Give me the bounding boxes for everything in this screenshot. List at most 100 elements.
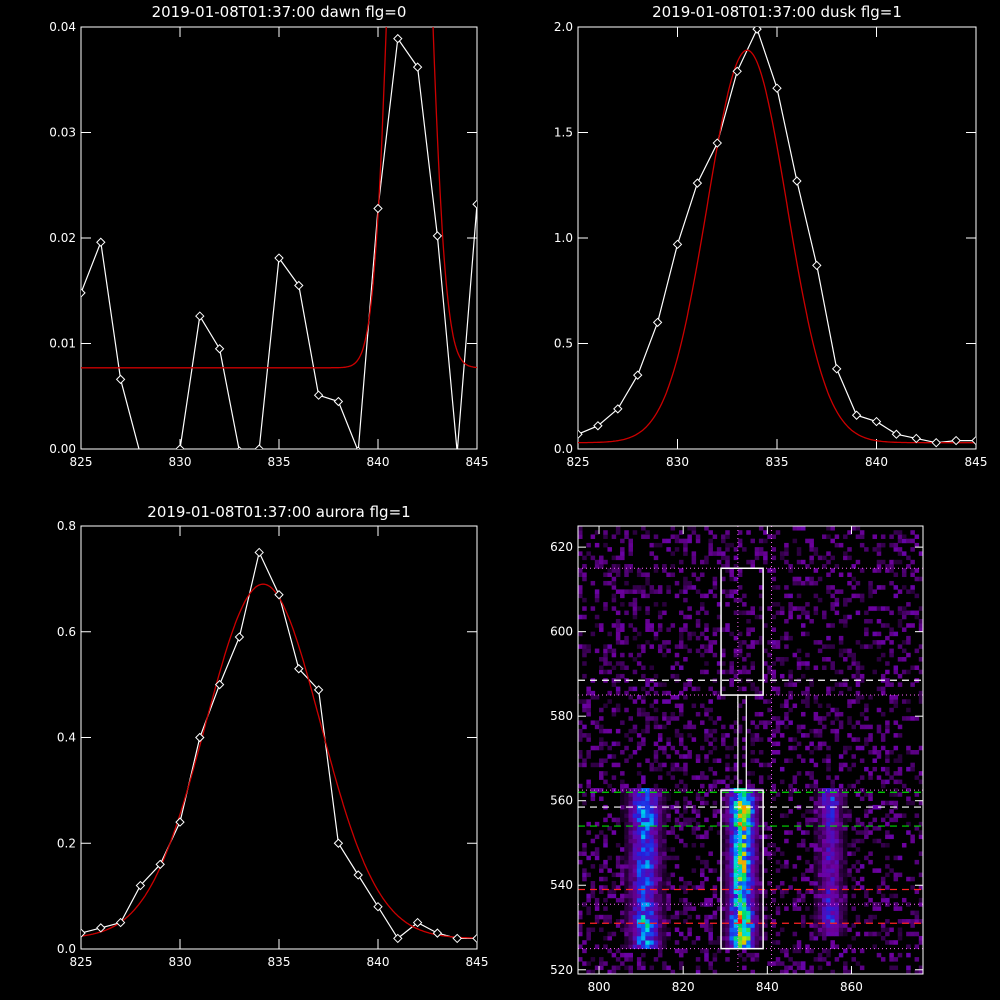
spectrogram-pixel bbox=[721, 538, 726, 544]
spectrogram-pixel bbox=[582, 762, 587, 768]
spectrogram-pixel bbox=[666, 876, 671, 882]
spectrogram-pixel bbox=[721, 847, 726, 852]
spectrogram-pixel bbox=[641, 859, 646, 865]
spectrogram-pixel bbox=[620, 551, 625, 556]
spectrogram-pixel bbox=[657, 935, 663, 941]
spectrogram-pixel bbox=[822, 792, 827, 797]
spectrogram-pixel bbox=[750, 644, 756, 649]
spectrogram-pixel bbox=[838, 804, 844, 810]
spectrogram-pixel bbox=[918, 830, 924, 835]
spectrogram-pixel bbox=[674, 538, 680, 544]
spectrogram-pixel bbox=[733, 762, 739, 768]
spectrogram-pixel bbox=[653, 893, 659, 899]
spectrogram-pixel bbox=[632, 796, 638, 802]
spectrogram-pixel bbox=[725, 826, 730, 831]
spectrogram-pixel bbox=[893, 788, 899, 793]
spectrogram-pixel bbox=[649, 940, 655, 945]
spectrogram-pixel bbox=[809, 771, 814, 776]
spectrogram-pixel bbox=[880, 923, 886, 928]
spectrogram-pixel bbox=[628, 914, 633, 920]
spectrogram-pixel bbox=[754, 881, 760, 886]
spectrogram-pixel bbox=[813, 842, 819, 848]
spectrogram-pixel bbox=[683, 538, 688, 544]
spectrogram-pixel bbox=[641, 534, 646, 539]
spectrogram-pixel bbox=[809, 538, 814, 544]
spectrogram-pixel bbox=[704, 927, 709, 933]
spectrogram-pixel bbox=[628, 919, 633, 924]
spectrogram-pixel bbox=[670, 716, 676, 721]
spectrogram-pixel bbox=[624, 864, 629, 869]
spectrogram-pixel bbox=[666, 902, 671, 907]
spectrogram-pixel bbox=[733, 589, 739, 594]
spectrogram-pixel bbox=[847, 652, 852, 658]
spectrogram-pixel bbox=[670, 969, 676, 975]
dusk-ytick-label: 2.0 bbox=[554, 20, 573, 34]
spectrogram-pixel bbox=[700, 606, 705, 611]
spectrogram-pixel bbox=[670, 745, 676, 751]
spectrogram-pixel bbox=[864, 792, 869, 797]
spectrogram-pixel bbox=[641, 526, 646, 531]
spectrogram-pixel bbox=[687, 538, 692, 544]
spectrogram-pixel bbox=[813, 733, 819, 738]
spectrogram-pixel bbox=[830, 906, 835, 911]
spectrogram-pixel bbox=[889, 652, 894, 658]
spectrogram-pixel bbox=[826, 572, 831, 578]
spectrogram-pixel bbox=[666, 648, 671, 654]
spectrogram-pixel bbox=[758, 813, 764, 818]
spectrogram-pixel bbox=[620, 673, 625, 679]
spectrogram-pixel bbox=[729, 826, 734, 831]
spectrogram-pixel bbox=[615, 690, 621, 696]
spectrogram-pixel bbox=[662, 652, 667, 658]
spectrogram-pixel bbox=[632, 927, 638, 933]
dusk-data-point bbox=[812, 260, 822, 271]
spectrogram-pixel bbox=[721, 589, 726, 594]
spectrogram-pixel bbox=[876, 952, 882, 958]
spectrogram-pixel bbox=[725, 754, 730, 759]
spectrogram-pixel bbox=[636, 572, 642, 578]
spectrogram-pixel bbox=[628, 965, 633, 971]
spectrogram-pixel bbox=[758, 927, 764, 933]
spectrogram-pixel bbox=[641, 792, 646, 797]
spectrogram-pixel bbox=[809, 547, 814, 552]
spectrogram-pixel bbox=[603, 842, 608, 848]
spectrogram-pixel bbox=[649, 872, 655, 878]
spectrogram-pixel bbox=[708, 542, 713, 548]
spectrogram-pixel bbox=[649, 792, 655, 797]
spectrogram-pixel bbox=[788, 809, 793, 814]
spectrogram-pixel bbox=[822, 813, 827, 818]
spectrogram-pixel bbox=[868, 737, 873, 742]
spectrogram-pixel bbox=[620, 876, 625, 882]
spectrogram-pixel bbox=[712, 914, 718, 920]
spectrogram-pixel bbox=[733, 809, 739, 814]
spectrogram-pixel bbox=[750, 893, 756, 899]
spectrogram-pixel bbox=[653, 631, 659, 637]
spectrogram-pixel bbox=[695, 935, 701, 941]
spectrogram-pixel bbox=[851, 737, 856, 742]
spectrogram-pixel bbox=[645, 792, 650, 797]
spectrogram-pixel bbox=[725, 957, 730, 962]
spectrogram-pixel bbox=[800, 876, 806, 882]
spectrogram-pixel bbox=[636, 661, 642, 666]
spectrogram-pixel bbox=[813, 834, 819, 840]
spectrogram-pixel bbox=[620, 813, 625, 818]
spectrogram-pixel bbox=[813, 716, 819, 721]
spectrogram-pixel bbox=[586, 690, 591, 696]
spectrogram-pixel bbox=[729, 889, 734, 894]
spectrogram-pixel bbox=[662, 868, 667, 873]
spectrogram-pixel bbox=[653, 542, 659, 548]
spectrogram-pixel bbox=[712, 809, 718, 814]
spectrogram-pixel bbox=[910, 910, 915, 916]
spectrogram-pixel bbox=[750, 944, 756, 949]
spectrogram-pixel bbox=[750, 868, 756, 873]
spectrogram-pixel bbox=[784, 830, 789, 835]
dawn-xtick-label: 835 bbox=[268, 455, 291, 469]
spectrogram-pixel bbox=[594, 695, 600, 700]
spectrogram-pixel bbox=[641, 711, 646, 717]
spectrogram-pixel bbox=[847, 809, 852, 814]
spectrogram-pixel bbox=[800, 842, 806, 848]
spectrogram-pixel bbox=[691, 530, 697, 535]
spectrogram-pixel bbox=[918, 576, 924, 582]
spectrogram-pixel bbox=[822, 614, 827, 620]
spectrogram-pixel bbox=[779, 555, 785, 561]
spectrogram-pixel bbox=[880, 585, 886, 590]
